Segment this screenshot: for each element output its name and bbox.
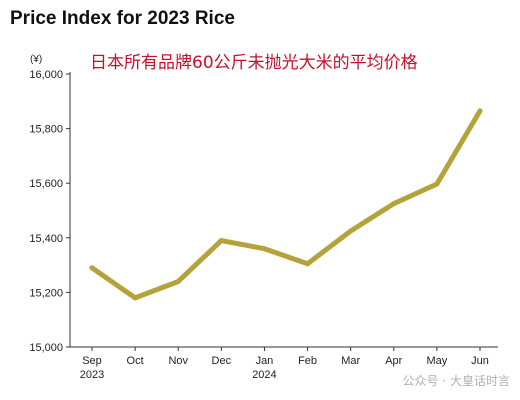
x-tick-label: Jan xyxy=(256,355,274,367)
y-tick-label: 15,800 xyxy=(29,124,63,136)
x-tick-label: Nov xyxy=(168,355,188,367)
y-tick-label: 16,000 xyxy=(29,69,63,81)
data-point xyxy=(132,295,138,301)
data-point xyxy=(348,228,354,234)
x-tick-label: Oct xyxy=(127,355,144,367)
x-tick-label: May xyxy=(426,355,447,367)
y-tick-label: 15,200 xyxy=(29,287,63,299)
y-tick-label: 15,600 xyxy=(29,178,63,190)
x-year-label: 2023 xyxy=(80,369,104,381)
data-point xyxy=(434,181,440,187)
x-tick-label: Apr xyxy=(385,355,402,367)
data-point xyxy=(218,238,224,244)
data-point xyxy=(175,278,181,284)
y-tick-label: 15,400 xyxy=(29,233,63,245)
data-point xyxy=(305,261,311,267)
x-year-label: 2024 xyxy=(252,369,276,381)
x-tick-label: Feb xyxy=(298,355,317,367)
chart-subtitle: 日本所有品牌60公斤未抛光大米的平均价格 xyxy=(90,53,418,73)
x-tick-label: Sep xyxy=(82,355,102,367)
chart-title: Price Index for 2023 Rice xyxy=(10,8,235,29)
series-line xyxy=(89,108,483,301)
x-tick-label: Jun xyxy=(471,355,489,367)
data-point xyxy=(477,108,483,114)
y-tick-label: 15,000 xyxy=(29,342,63,354)
watermark: 公众号 · 大皇话时言 xyxy=(402,374,510,388)
data-point xyxy=(391,201,397,207)
data-point xyxy=(261,246,267,252)
y-axis-unit: (¥) xyxy=(30,54,42,65)
x-tick-label: Mar xyxy=(341,355,360,367)
x-tick-label: Dec xyxy=(212,355,232,367)
data-point xyxy=(89,265,95,271)
